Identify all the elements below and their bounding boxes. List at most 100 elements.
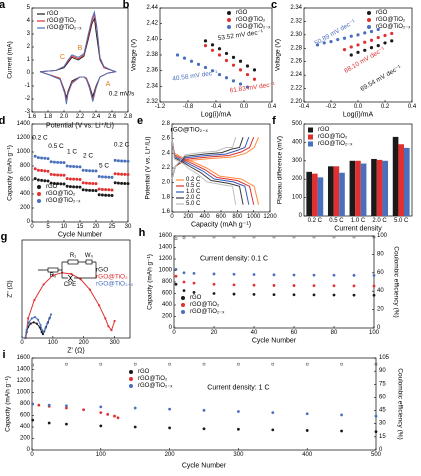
tafel-point bbox=[231, 55, 236, 59]
rate-point bbox=[72, 185, 76, 189]
x-tick-label: 100 bbox=[96, 452, 107, 458]
eis-point bbox=[48, 317, 51, 321]
legend-entry: 2.0 C bbox=[186, 195, 201, 201]
rate-point bbox=[116, 181, 120, 185]
legend-marker bbox=[367, 18, 371, 22]
y-tick-label: 2 bbox=[27, 44, 31, 50]
capacity-point bbox=[232, 292, 236, 296]
tafel-point bbox=[203, 44, 208, 48]
rate-point bbox=[100, 187, 104, 191]
rate-point bbox=[78, 165, 82, 169]
y-tick-label: 1000 bbox=[17, 149, 31, 155]
panel-e: 0 200 400 600 800 1000 1200 1.6 1.8 2.0 2.2 2.4 2.6 2… bbox=[137, 115, 277, 229]
y-tick-label: 2.38 bbox=[146, 52, 158, 58]
bar bbox=[371, 158, 377, 216]
capacity-point bbox=[116, 416, 120, 420]
legend-entry: rGO@TiO₂₋ₓ bbox=[190, 309, 224, 315]
capacity-point bbox=[65, 406, 68, 410]
y-tick-label: 800 bbox=[162, 279, 173, 285]
eis-point bbox=[27, 321, 30, 324]
tafel-point bbox=[383, 33, 387, 38]
x-tick-label: 1000 bbox=[247, 214, 261, 220]
rate-point bbox=[97, 187, 101, 191]
legend-entry: rGO bbox=[236, 10, 248, 16]
y-tick-label: 2.20 bbox=[290, 99, 302, 105]
y2-tick-label: 60 bbox=[379, 394, 386, 400]
rate-point bbox=[110, 175, 114, 179]
y-axis-label: Capacity (mAh g⁻¹) bbox=[5, 376, 12, 432]
legend-entry: rGO@TiO₂ bbox=[47, 18, 77, 24]
capacity-point bbox=[332, 273, 336, 277]
legend-entry: rGO@TiO₂₋ₓ bbox=[236, 24, 270, 30]
discharge-curve bbox=[171, 138, 244, 205]
tafel-point bbox=[363, 40, 367, 44]
ce-point bbox=[232, 235, 236, 239]
bar bbox=[339, 172, 345, 216]
x-tick-label: 0.2 C bbox=[308, 218, 323, 224]
capacity-point bbox=[352, 284, 356, 288]
bar bbox=[382, 160, 389, 216]
x-tick-label: -0.2 bbox=[326, 104, 337, 110]
eis-curve bbox=[25, 272, 116, 339]
ce-point bbox=[212, 235, 216, 239]
y-axis-label: Potential (V vs. Li⁺/Li) bbox=[145, 136, 152, 199]
panel-label: f bbox=[272, 115, 276, 127]
y-tick-label: 300 bbox=[292, 158, 303, 164]
x-axis-label: Log(i)/mA bbox=[201, 112, 232, 119]
rate-point bbox=[120, 181, 124, 185]
x-tick-label: 0.0 bbox=[240, 104, 249, 110]
rate-point bbox=[88, 169, 92, 173]
rate-point bbox=[94, 169, 98, 173]
cv-curve bbox=[39, 10, 117, 105]
capacity-point bbox=[212, 272, 216, 276]
x-tick-label: 1.0 C bbox=[351, 218, 366, 224]
tafel-point bbox=[238, 82, 243, 86]
y2-tick-label: 40 bbox=[377, 288, 384, 294]
tafel-point bbox=[356, 50, 360, 54]
legend-entry: rGO@TiO₂ bbox=[138, 376, 168, 382]
x-tick-label: 100 bbox=[48, 340, 59, 346]
y-tick-label: 600 bbox=[162, 291, 173, 297]
rate-point bbox=[75, 165, 79, 169]
ce-point bbox=[31, 363, 34, 367]
y2-tick-label: 30 bbox=[379, 421, 386, 427]
legend-marker bbox=[308, 134, 313, 140]
tafel-point bbox=[217, 72, 222, 77]
legend-marker bbox=[181, 303, 185, 307]
legend-marker bbox=[37, 199, 41, 203]
rate-point bbox=[110, 194, 114, 198]
rate-point bbox=[59, 173, 63, 177]
tafel-point bbox=[376, 35, 380, 40]
annotation: A bbox=[106, 81, 111, 88]
current-density-label: Current density: 1 C bbox=[207, 384, 269, 391]
y-tick-label: 2.44 bbox=[146, 5, 158, 11]
x-tick-label: 10 bbox=[61, 224, 68, 230]
y-axis-label: Capacity (mAh g⁻¹) bbox=[7, 145, 14, 201]
slope-annotation: 53.52 mV dec⁻¹ bbox=[217, 29, 264, 42]
rate-point bbox=[49, 172, 53, 176]
legend-marker bbox=[181, 296, 185, 300]
x-axis-label: Cycle Number bbox=[182, 463, 227, 470]
capacity-point bbox=[292, 293, 296, 297]
eis-point bbox=[107, 325, 110, 328]
ce-point bbox=[305, 362, 309, 366]
panel-g: 0 100 200 300 Z' (Ω) Z'' (Ω) g rGOrGO@TiO₂rGO@T… bbox=[1, 231, 134, 355]
rate-point bbox=[97, 175, 101, 178]
x-tick-label: 2.4 bbox=[92, 114, 101, 120]
rate-point bbox=[40, 178, 44, 182]
y2-tick-label: 20 bbox=[377, 307, 384, 313]
eis-point bbox=[113, 319, 116, 323]
bar bbox=[327, 166, 334, 216]
circuit-wires bbox=[38, 261, 97, 279]
y2-tick-label: 45 bbox=[379, 408, 386, 414]
eis-point bbox=[33, 299, 36, 302]
capacity-point bbox=[31, 418, 35, 422]
capacity-point bbox=[237, 427, 240, 431]
tafel-point bbox=[390, 31, 394, 36]
capacity-point bbox=[31, 402, 35, 406]
capacity-point bbox=[182, 280, 186, 284]
tafel-point bbox=[315, 43, 320, 47]
legend-entry: rGO@TiO₂₋ₓ bbox=[376, 24, 410, 30]
rate-point bbox=[100, 175, 104, 179]
